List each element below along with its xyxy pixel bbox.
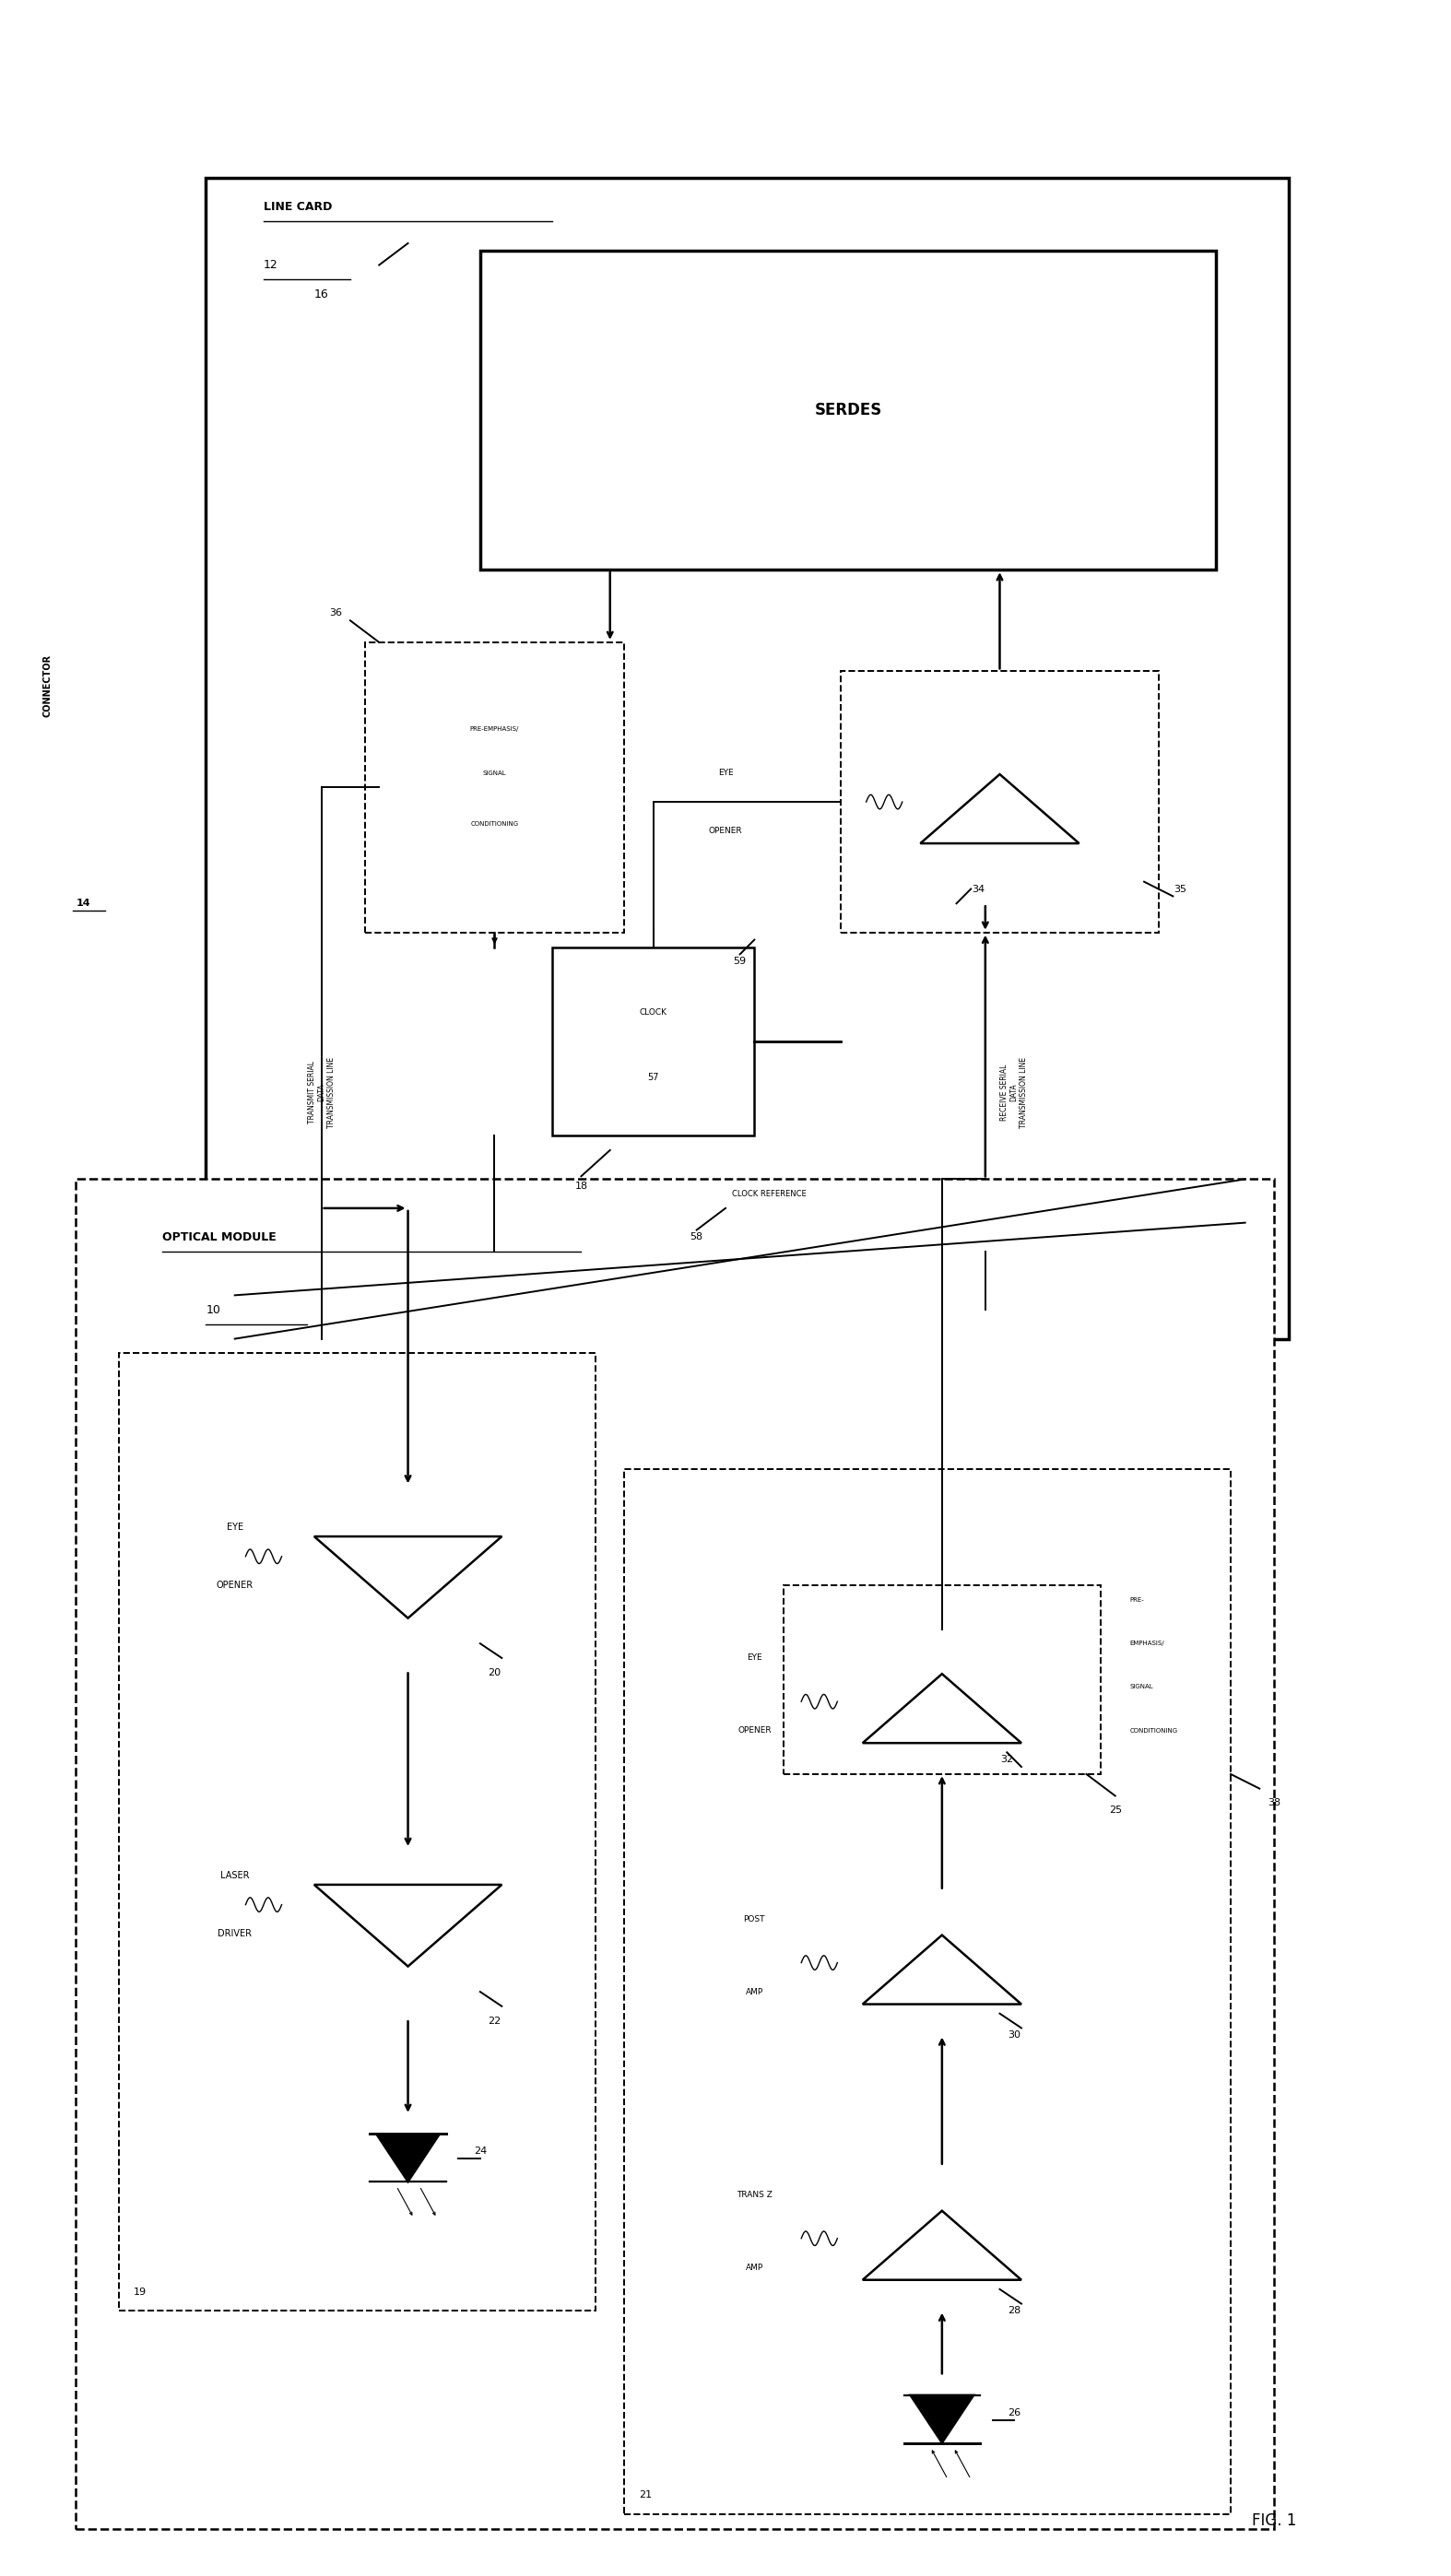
Text: 24: 24 xyxy=(473,2146,486,2156)
Text: 25: 25 xyxy=(1109,1806,1122,1816)
Bar xyxy=(553,948,755,1136)
Text: TRANS Z: TRANS Z xyxy=(737,2190,772,2200)
Text: AMP: AMP xyxy=(746,1989,763,1996)
Text: CLOCK REFERENCE: CLOCK REFERENCE xyxy=(731,1190,805,1198)
Bar xyxy=(206,178,1288,1340)
Text: 18: 18 xyxy=(575,1182,588,1190)
Text: SERDES: SERDES xyxy=(814,402,882,417)
Text: 35: 35 xyxy=(1174,884,1187,894)
Text: EMPHASIS/: EMPHASIS/ xyxy=(1130,1641,1164,1646)
Text: LASER: LASER xyxy=(221,1870,250,1880)
Text: EYE: EYE xyxy=(747,1654,762,1662)
Text: 22: 22 xyxy=(488,2017,501,2025)
Text: 57: 57 xyxy=(647,1074,659,1082)
Text: 14: 14 xyxy=(75,899,90,909)
Text: RECEIVE SERIAL
DATA
TRANSMISSION LINE: RECEIVE SERIAL DATA TRANSMISSION LINE xyxy=(1000,1056,1027,1128)
Text: 59: 59 xyxy=(733,956,746,966)
Text: 26: 26 xyxy=(1007,2409,1020,2416)
Text: SIGNAL: SIGNAL xyxy=(1130,1685,1154,1690)
Text: CONNECTOR: CONNECTOR xyxy=(42,654,52,716)
Text: 12: 12 xyxy=(264,260,279,270)
Polygon shape xyxy=(376,2133,440,2182)
Text: OPENER: OPENER xyxy=(216,1582,254,1589)
Text: 58: 58 xyxy=(691,1231,704,1242)
Bar xyxy=(842,672,1158,933)
Text: PRE-EMPHASIS/: PRE-EMPHASIS/ xyxy=(470,726,519,732)
Text: 34: 34 xyxy=(972,884,985,894)
Text: OPENER: OPENER xyxy=(708,827,743,835)
Text: 21: 21 xyxy=(638,2491,651,2499)
Text: 19: 19 xyxy=(133,2287,147,2295)
Polygon shape xyxy=(862,1935,1022,2004)
Polygon shape xyxy=(315,1886,502,1965)
Text: FIG. 1: FIG. 1 xyxy=(1252,2512,1296,2530)
Text: PRE-: PRE- xyxy=(1130,1597,1145,1602)
Text: POST: POST xyxy=(743,1914,765,1924)
Polygon shape xyxy=(910,2396,974,2442)
Polygon shape xyxy=(920,775,1080,842)
Bar xyxy=(480,250,1216,569)
Text: AMP: AMP xyxy=(746,2264,763,2272)
Text: 38: 38 xyxy=(1268,1798,1280,1808)
Text: CONDITIONING: CONDITIONING xyxy=(470,822,518,827)
Bar xyxy=(364,641,624,933)
Text: EYE: EYE xyxy=(718,768,733,778)
Bar xyxy=(624,1468,1230,2514)
Text: DRIVER: DRIVER xyxy=(218,1929,252,1937)
Bar xyxy=(75,1180,1274,2530)
Polygon shape xyxy=(315,1535,502,1618)
Text: OPENER: OPENER xyxy=(737,1726,772,1734)
Text: CONDITIONING: CONDITIONING xyxy=(1130,1728,1178,1734)
Text: 20: 20 xyxy=(488,1667,501,1677)
Text: CLOCK: CLOCK xyxy=(640,1007,667,1018)
Text: EYE: EYE xyxy=(226,1522,244,1533)
Text: OPTICAL MODULE: OPTICAL MODULE xyxy=(163,1231,277,1244)
Text: 36: 36 xyxy=(329,608,342,618)
Polygon shape xyxy=(862,2210,1022,2280)
Polygon shape xyxy=(862,1674,1022,1744)
Text: 30: 30 xyxy=(1007,2030,1020,2040)
Text: SIGNAL: SIGNAL xyxy=(483,770,506,775)
Text: LINE CARD: LINE CARD xyxy=(264,201,332,214)
Text: TRANSMIT SERIAL
DATA
TRANSMISSION LINE: TRANSMIT SERIAL DATA TRANSMISSION LINE xyxy=(308,1056,335,1128)
Bar xyxy=(784,1584,1101,1775)
Bar xyxy=(119,1352,595,2311)
Text: 32: 32 xyxy=(1000,1754,1013,1765)
Text: 16: 16 xyxy=(313,289,328,299)
Text: 28: 28 xyxy=(1007,2306,1020,2316)
Text: 10: 10 xyxy=(206,1303,221,1316)
